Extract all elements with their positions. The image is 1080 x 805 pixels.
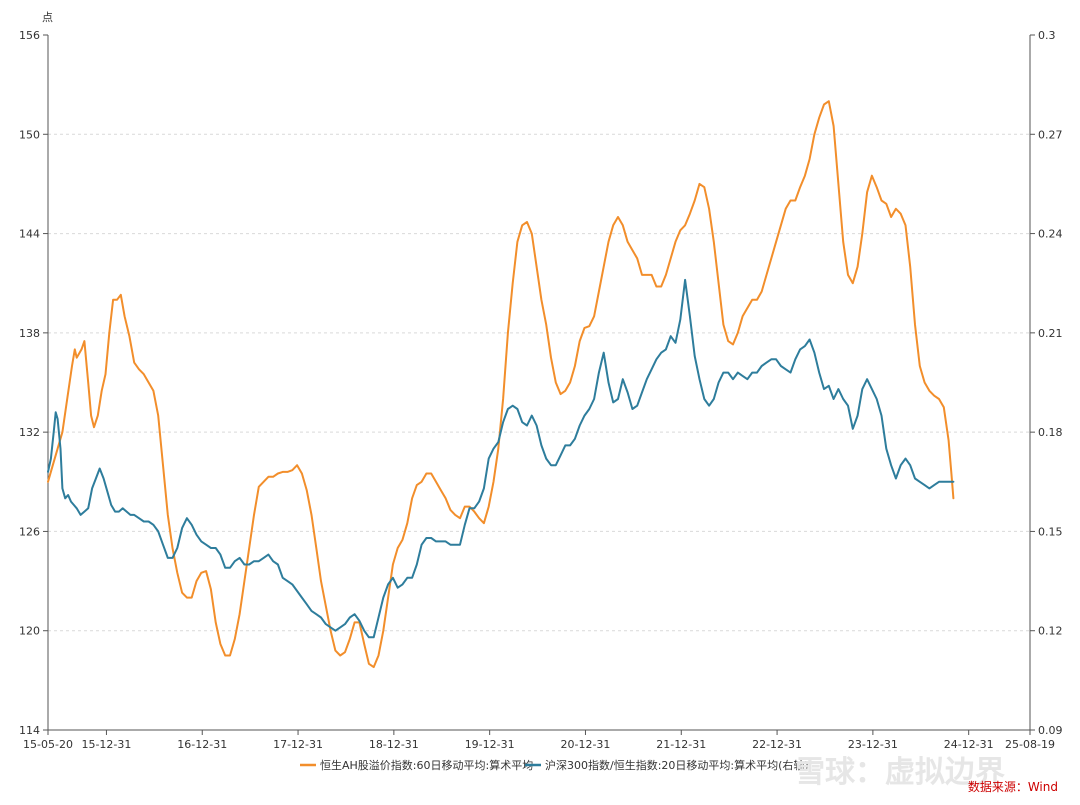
legend-label-csi300-hsi-ratio: 沪深300指数/恒生指数:20日移动平均:算术平均(右轴): [545, 758, 809, 772]
x-tick-label: 17-12-31: [273, 738, 323, 751]
legend: 恒生AH股溢价指数:60日移动平均:算术平均 沪深300指数/恒生指数:20日移…: [300, 758, 809, 772]
right-tick-label: 0.18: [1038, 426, 1063, 439]
left-tick-label: 126: [19, 525, 40, 538]
x-tick-label: 22-12-31: [752, 738, 802, 751]
x-tick-label: 19-12-31: [465, 738, 515, 751]
x-tick-label: 15-05-20: [23, 738, 73, 751]
left-tick-label: 144: [19, 228, 40, 241]
x-tick-label: 23-12-31: [848, 738, 898, 751]
series-line-csi300-hsi-ratio: [47, 278, 955, 639]
watermark: 雪球：虚拟边界: [795, 755, 1005, 790]
right-tick-label: 0.3: [1038, 29, 1056, 42]
x-tick-label: 16-12-31: [177, 738, 227, 751]
series-line-ah-premium: [47, 100, 955, 669]
right-tick-label: 0.24: [1038, 228, 1063, 241]
right-tick-label: 0.12: [1038, 625, 1063, 638]
right-tick-label: 0.27: [1038, 128, 1063, 141]
left-tick-label: 114: [19, 724, 40, 737]
right-tick-label: 0.15: [1038, 525, 1063, 538]
x-tick-label: 18-12-31: [369, 738, 419, 751]
left-tick-label: 150: [19, 128, 40, 141]
axes: 114 120 126 132 138 144 150 156 0.09 0.12 0.15 0.18…: [19, 29, 1063, 751]
data-source: 数据来源：Wind: [968, 779, 1058, 794]
x-tick-label: 25-08-19: [1005, 738, 1055, 751]
series-lines: [47, 100, 955, 669]
x-tick-label: 20-12-31: [560, 738, 610, 751]
left-tick-label: 138: [19, 327, 40, 340]
x-tick-label: 21-12-31: [656, 738, 706, 751]
left-tick-label: 132: [19, 426, 40, 439]
left-axis-unit: 点: [42, 11, 53, 24]
legend-label-ah-premium: 恒生AH股溢价指数:60日移动平均:算术平均: [320, 758, 533, 772]
right-tick-label: 0.21: [1038, 327, 1063, 340]
left-tick-label: 120: [19, 625, 40, 638]
x-tick-label: 15-12-31: [81, 738, 131, 751]
x-tick-label: 24-12-31: [944, 738, 994, 751]
grid: [48, 133, 1030, 632]
right-tick-label: 0.09: [1038, 724, 1063, 737]
left-tick-label: 156: [19, 29, 40, 42]
